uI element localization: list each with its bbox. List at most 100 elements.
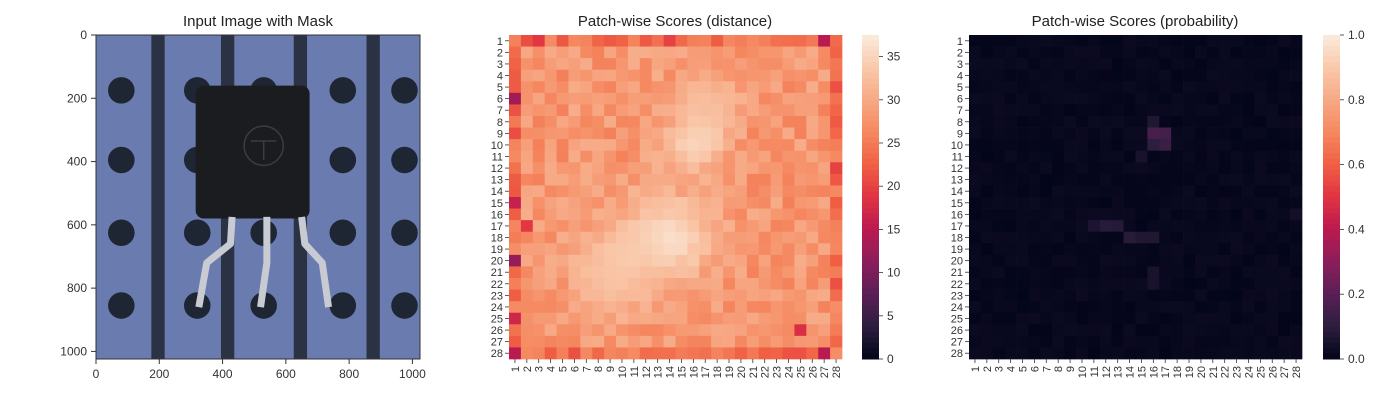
heatmap-cell: [1052, 162, 1064, 174]
heatmap-cell: [1219, 70, 1231, 82]
heatmap-cell: [1100, 162, 1112, 174]
heatmap-cell: [1231, 151, 1243, 163]
colorbar-segment: [1323, 35, 1340, 41]
x-tick-label: 1: [510, 366, 522, 372]
heatmap-cell: [1207, 324, 1219, 336]
heatmap-cell: [830, 220, 842, 232]
heatmap-cell: [1266, 128, 1278, 140]
heatmap-cell: [1231, 313, 1243, 325]
heatmap-cell: [1266, 347, 1278, 359]
heatmap-cell: [687, 347, 699, 359]
heatmap-cell: [1064, 104, 1076, 116]
heatmap-cell: [1266, 324, 1278, 336]
heatmap-cell: [568, 116, 580, 128]
heatmap-cell: [557, 232, 569, 244]
heatmap-cell: [1159, 197, 1171, 209]
heatmap-cell: [806, 347, 818, 359]
heatmap-cell: [1124, 266, 1136, 278]
heatmap-cell: [723, 70, 735, 82]
heatmap-cell: [1100, 209, 1112, 221]
heatmap-cell: [699, 336, 711, 348]
heatmap-cell: [568, 58, 580, 70]
x-tick-label: 3: [534, 366, 546, 372]
colorbar-segment: [862, 127, 879, 133]
heatmap-cell: [664, 197, 676, 209]
heatmap-cell: [1195, 116, 1207, 128]
heatmap-cell: [699, 162, 711, 174]
colorbar-segment: [1323, 213, 1340, 219]
heatmap-cell: [1100, 128, 1112, 140]
heatmap-cell: [747, 70, 759, 82]
heatmap-cell: [1028, 266, 1040, 278]
y-tick-label: 12: [491, 163, 503, 175]
heatmap-cell: [592, 197, 604, 209]
heatmap-cell: [533, 116, 545, 128]
heatmap-cell: [604, 347, 616, 359]
heatmap-cell: [1028, 313, 1040, 325]
heatmap-cell: [1017, 324, 1029, 336]
heatmap-cell: [616, 209, 628, 221]
heatmap-cell: [664, 232, 676, 244]
heatmap-cell: [830, 104, 842, 116]
heatmap-cell: [1183, 93, 1195, 105]
x-tick-label: 20: [1196, 366, 1208, 378]
heatmap-cell: [676, 162, 688, 174]
heatmap-cell: [1254, 104, 1266, 116]
heatmap-cell: [969, 255, 981, 267]
heatmap-cell: [521, 301, 533, 313]
heatmap-cell: [1076, 324, 1088, 336]
heatmap-cell: [1219, 232, 1231, 244]
y-tick-label: 1: [957, 36, 963, 48]
heatmap-cell: [664, 301, 676, 313]
heatmap-cell: [640, 266, 652, 278]
heatmap-cell: [616, 162, 628, 174]
heatmap-cell: [1040, 93, 1052, 105]
heatmap-cell: [1147, 81, 1159, 93]
y-tick-label: 2: [497, 47, 503, 59]
heatmap-cell: [592, 266, 604, 278]
heatmap-cell: [1171, 255, 1183, 267]
x-tick-label: 1000: [399, 367, 426, 381]
heatmap-cell: [640, 47, 652, 59]
heatmap-cell: [1231, 93, 1243, 105]
heatmap-cell: [568, 185, 580, 197]
heatmap-cell: [1278, 209, 1290, 221]
heatmap-cell: [509, 197, 521, 209]
y-tick-label: 18: [491, 233, 503, 245]
heatmap-cell: [969, 116, 981, 128]
heatmap-cell: [1171, 209, 1183, 221]
heatmap-cell: [1040, 324, 1052, 336]
heatmap-cell: [687, 232, 699, 244]
heatmap-cell: [747, 255, 759, 267]
heatmap-cell: [1064, 197, 1076, 209]
heatmap-cell: [747, 290, 759, 302]
heatmap-cell: [1159, 255, 1171, 267]
heatmap-cell: [735, 336, 747, 348]
heatmap-cell: [1171, 58, 1183, 70]
heatmap-cell: [652, 151, 664, 163]
heatmap-cell: [676, 336, 688, 348]
heatmap-cell: [509, 290, 521, 302]
heatmap-cell: [640, 243, 652, 255]
heatmap-cell: [830, 324, 842, 336]
heatmap-cell: [771, 255, 783, 267]
colorbar-segment: [1323, 224, 1340, 230]
heatmap-cell: [1159, 301, 1171, 313]
heatmap-cell: [759, 93, 771, 105]
heatmap-cell: [806, 139, 818, 151]
heatmap-cell: [1088, 290, 1100, 302]
y-tick-label: 1000: [60, 344, 87, 358]
y-tick-label: 28: [491, 348, 503, 360]
y-tick-label: 800: [67, 281, 87, 295]
heatmap-cell: [557, 220, 569, 232]
y-tick-label: 1: [497, 36, 503, 48]
colorbar-segment: [862, 121, 879, 127]
heatmap-cell: [616, 313, 628, 325]
heatmap-cell: [1219, 197, 1231, 209]
colorbar-segment: [862, 192, 879, 198]
x-tick-label: 200: [149, 367, 169, 381]
colorbar-tick-label: 30: [887, 93, 901, 107]
heatmap-cell: [993, 336, 1005, 348]
heatmap-cell: [711, 197, 723, 209]
heatmap-cell: [1171, 151, 1183, 163]
